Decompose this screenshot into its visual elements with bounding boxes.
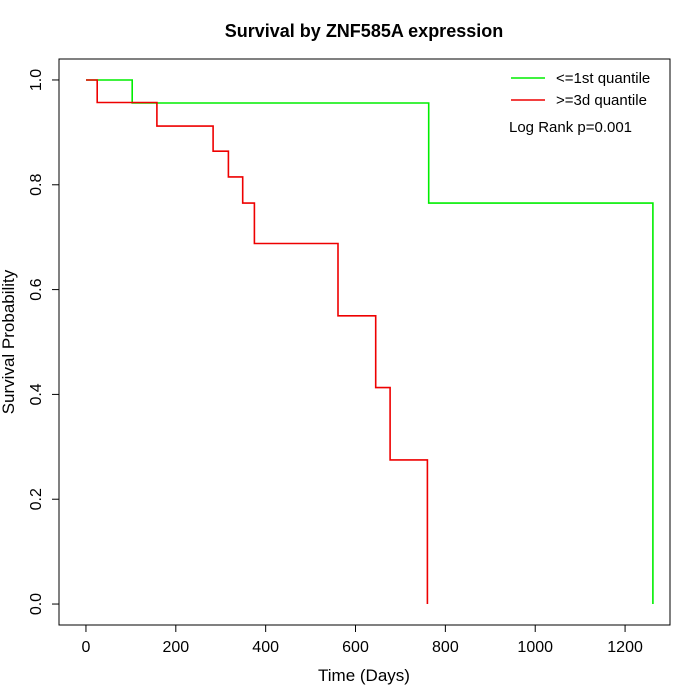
legend-label-high: >=3d quantile (556, 92, 647, 109)
survival-curve-high-expression (86, 79, 429, 604)
y-tick-label: 0.8 (28, 174, 45, 196)
logrank-annotation: Log Rank p=0.001 (509, 119, 632, 136)
y-tick-label: 0.6 (28, 278, 45, 300)
legend-label-low: <=1st quantile (556, 70, 650, 87)
x-tick-label: 600 (342, 639, 369, 656)
x-tick-label: 1200 (607, 639, 643, 656)
y-tick-label: 0.2 (28, 488, 45, 510)
y-tick-label: 1.0 (28, 69, 45, 91)
y-tick-label: 0.4 (28, 383, 45, 405)
y-axis-label: Survival Probability (0, 269, 18, 414)
y-axis: 0.0 0.2 0.4 0.6 0.8 1.0 (28, 69, 60, 615)
x-axis-label: Time (Days) (318, 666, 410, 685)
series-layer (86, 79, 654, 604)
y-tick-label: 0.0 (28, 593, 45, 615)
x-tick-label: 800 (432, 639, 459, 656)
x-tick-label: 0 (82, 639, 91, 656)
x-tick-label: 400 (252, 639, 279, 656)
x-tick-label: 200 (162, 639, 189, 656)
plot-frame (58, 58, 671, 626)
legend: <=1st quantile >=3d quantile (511, 70, 650, 109)
x-tick-label: 1000 (517, 639, 553, 656)
survival-curve-low-expression (86, 79, 654, 604)
chart-title: Survival by ZNF585A expression (225, 21, 503, 41)
x-axis: 0 200 400 600 800 1000 1200 (82, 624, 643, 656)
